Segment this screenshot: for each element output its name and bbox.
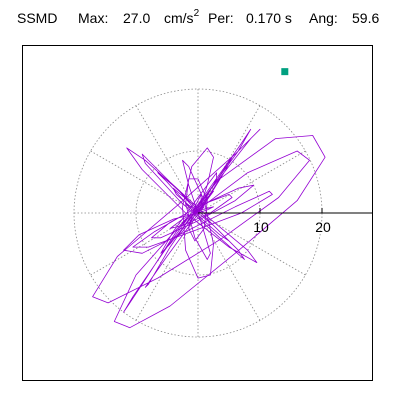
- axis-tick-label-10: 10: [253, 219, 269, 235]
- orbit-trace-2: [126, 147, 258, 263]
- orbit-trace-4: [182, 147, 214, 279]
- ang-label: Ang:: [309, 10, 338, 26]
- grid-spoke-300: [197, 212, 261, 321]
- per-value: 0.170 s: [246, 10, 292, 26]
- max-value: 27.0: [123, 10, 151, 26]
- per-label: Per:: [208, 10, 234, 26]
- orbit-trace-group: [92, 68, 326, 329]
- chart-header: SSMD Max: 27.0 cm/s2 Per: 0.170 s Ang: 5…: [0, 8, 400, 32]
- station-code: SSMD: [17, 10, 58, 26]
- max-unit-exponent: 2: [193, 8, 200, 20]
- axis-tick-label-20: 20: [315, 219, 331, 235]
- radial-axis: 10 20: [198, 208, 373, 235]
- max-label: Max:: [78, 10, 109, 26]
- max-unit: cm/s2: [164, 8, 200, 26]
- orbit-trace-1: [92, 128, 326, 329]
- trace-start-marker: [281, 68, 289, 76]
- ang-value: 59.6: [352, 10, 380, 26]
- orbit-trace-3: [123, 184, 273, 254]
- max-unit-base: cm/s: [164, 10, 194, 26]
